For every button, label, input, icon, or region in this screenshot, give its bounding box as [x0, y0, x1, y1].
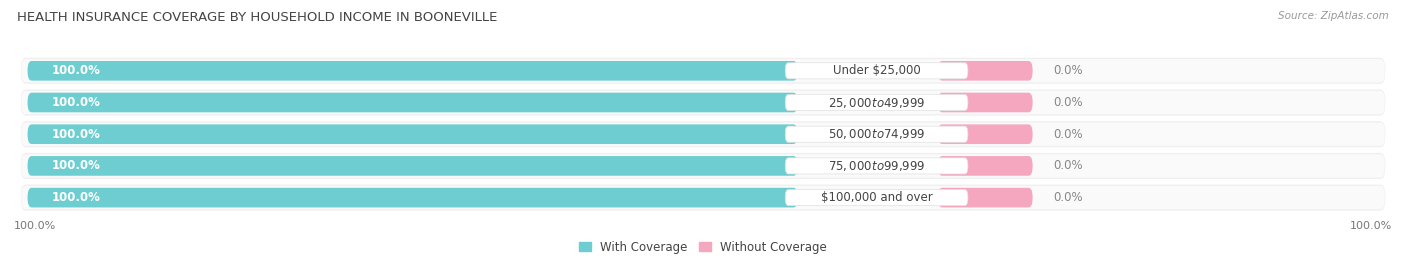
FancyBboxPatch shape: [786, 94, 967, 110]
FancyBboxPatch shape: [786, 126, 967, 142]
FancyBboxPatch shape: [21, 154, 1385, 178]
FancyBboxPatch shape: [28, 156, 797, 176]
FancyBboxPatch shape: [21, 123, 1385, 146]
Text: $25,000 to $49,999: $25,000 to $49,999: [828, 96, 925, 110]
FancyBboxPatch shape: [28, 93, 797, 112]
FancyBboxPatch shape: [786, 63, 967, 79]
FancyBboxPatch shape: [21, 121, 1385, 147]
Text: $50,000 to $74,999: $50,000 to $74,999: [828, 127, 925, 141]
FancyBboxPatch shape: [21, 91, 1385, 114]
FancyBboxPatch shape: [21, 186, 1385, 209]
Text: Under $25,000: Under $25,000: [832, 64, 921, 77]
FancyBboxPatch shape: [21, 153, 1385, 179]
FancyBboxPatch shape: [21, 185, 1385, 211]
FancyBboxPatch shape: [938, 188, 1032, 207]
Text: Source: ZipAtlas.com: Source: ZipAtlas.com: [1278, 11, 1389, 21]
FancyBboxPatch shape: [938, 156, 1032, 176]
FancyBboxPatch shape: [938, 93, 1032, 112]
FancyBboxPatch shape: [21, 58, 1385, 84]
Text: 100.0%: 100.0%: [14, 221, 56, 231]
FancyBboxPatch shape: [28, 124, 797, 144]
Text: 100.0%: 100.0%: [52, 96, 101, 109]
FancyBboxPatch shape: [786, 158, 967, 174]
Text: 0.0%: 0.0%: [1053, 128, 1083, 141]
Text: 100.0%: 100.0%: [52, 128, 101, 141]
Text: HEALTH INSURANCE COVERAGE BY HOUSEHOLD INCOME IN BOONEVILLE: HEALTH INSURANCE COVERAGE BY HOUSEHOLD I…: [17, 11, 498, 24]
Text: 0.0%: 0.0%: [1053, 191, 1083, 204]
Text: 0.0%: 0.0%: [1053, 64, 1083, 77]
FancyBboxPatch shape: [28, 61, 797, 81]
Text: 100.0%: 100.0%: [52, 64, 101, 77]
Text: $100,000 and over: $100,000 and over: [821, 191, 932, 204]
FancyBboxPatch shape: [21, 89, 1385, 116]
Text: $75,000 to $99,999: $75,000 to $99,999: [828, 159, 925, 173]
FancyBboxPatch shape: [938, 61, 1032, 81]
Text: 0.0%: 0.0%: [1053, 96, 1083, 109]
FancyBboxPatch shape: [938, 124, 1032, 144]
Text: 100.0%: 100.0%: [52, 159, 101, 173]
FancyBboxPatch shape: [21, 59, 1385, 83]
FancyBboxPatch shape: [786, 190, 967, 206]
Text: 0.0%: 0.0%: [1053, 159, 1083, 173]
Text: 100.0%: 100.0%: [1350, 221, 1392, 231]
FancyBboxPatch shape: [28, 188, 797, 207]
Text: 100.0%: 100.0%: [52, 191, 101, 204]
Legend: With Coverage, Without Coverage: With Coverage, Without Coverage: [579, 241, 827, 254]
